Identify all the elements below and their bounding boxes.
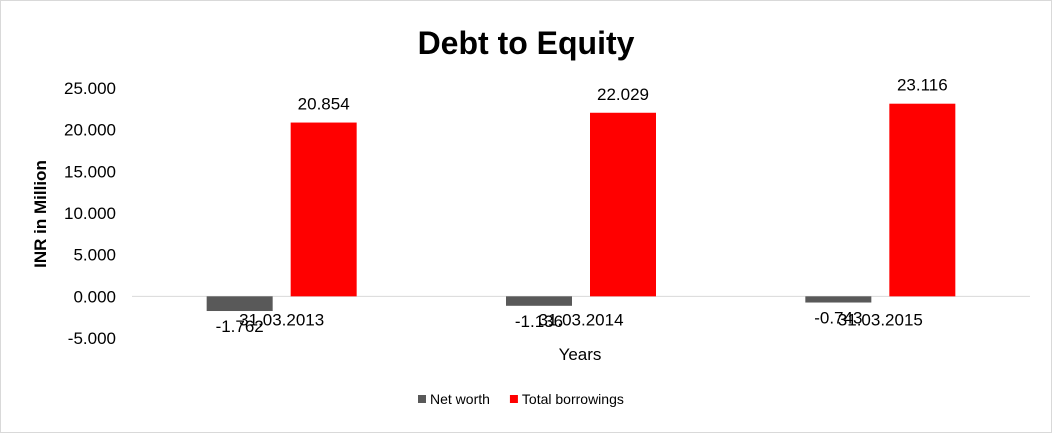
total-borrowings-bar <box>590 112 656 297</box>
category-label: 31.03.2015 <box>838 310 923 329</box>
y-tick-label: 15.000 <box>64 162 116 181</box>
net-worth-bar <box>805 296 872 303</box>
y-tick-label: 20.000 <box>64 121 116 140</box>
y-axis-title: INR in Million <box>31 160 50 268</box>
data-label: -1.762 <box>216 317 264 336</box>
y-tick-label: 5.000 <box>73 246 116 265</box>
net-worth-bar <box>206 296 273 312</box>
category-label: 31.03.2014 <box>538 310 623 329</box>
y-tick-label: 25.000 <box>64 79 116 98</box>
chart-title: Debt to Equity <box>418 25 635 61</box>
data-label: -1.136 <box>515 312 563 331</box>
data-label: 23.116 <box>897 76 948 95</box>
data-label: -0.743 <box>814 309 862 328</box>
legend-label: Net worth <box>430 391 490 407</box>
total-borrowings-bar <box>889 103 956 297</box>
category-labels: 31.03.2013 31.03.2014 31.03.2015 <box>239 310 923 329</box>
y-tick-label: 10.000 <box>64 204 116 223</box>
category-label: 31.03.2013 <box>239 310 324 329</box>
legend: Net worth Total borrowings <box>418 391 624 407</box>
bars <box>206 103 956 312</box>
data-label: 20.854 <box>298 95 350 114</box>
y-tick-label: -5.000 <box>68 329 116 348</box>
data-label: 22.029 <box>597 85 649 104</box>
legend-swatch <box>509 395 518 403</box>
total-borrowings-bar <box>290 122 357 297</box>
x-axis-title: Years <box>559 345 602 364</box>
y-tick-labels: 25.000 20.000 15.000 10.000 5.000 0.000 -5.000 <box>64 79 116 348</box>
legend-swatch <box>418 395 426 403</box>
data-labels: -1.762 20.854 -1.136 22.029 -0.743 23.116 <box>216 76 948 336</box>
legend-label: Total borrowings <box>522 391 624 407</box>
y-tick-label: 0.000 <box>73 287 116 306</box>
net-worth-bar <box>506 296 572 306</box>
